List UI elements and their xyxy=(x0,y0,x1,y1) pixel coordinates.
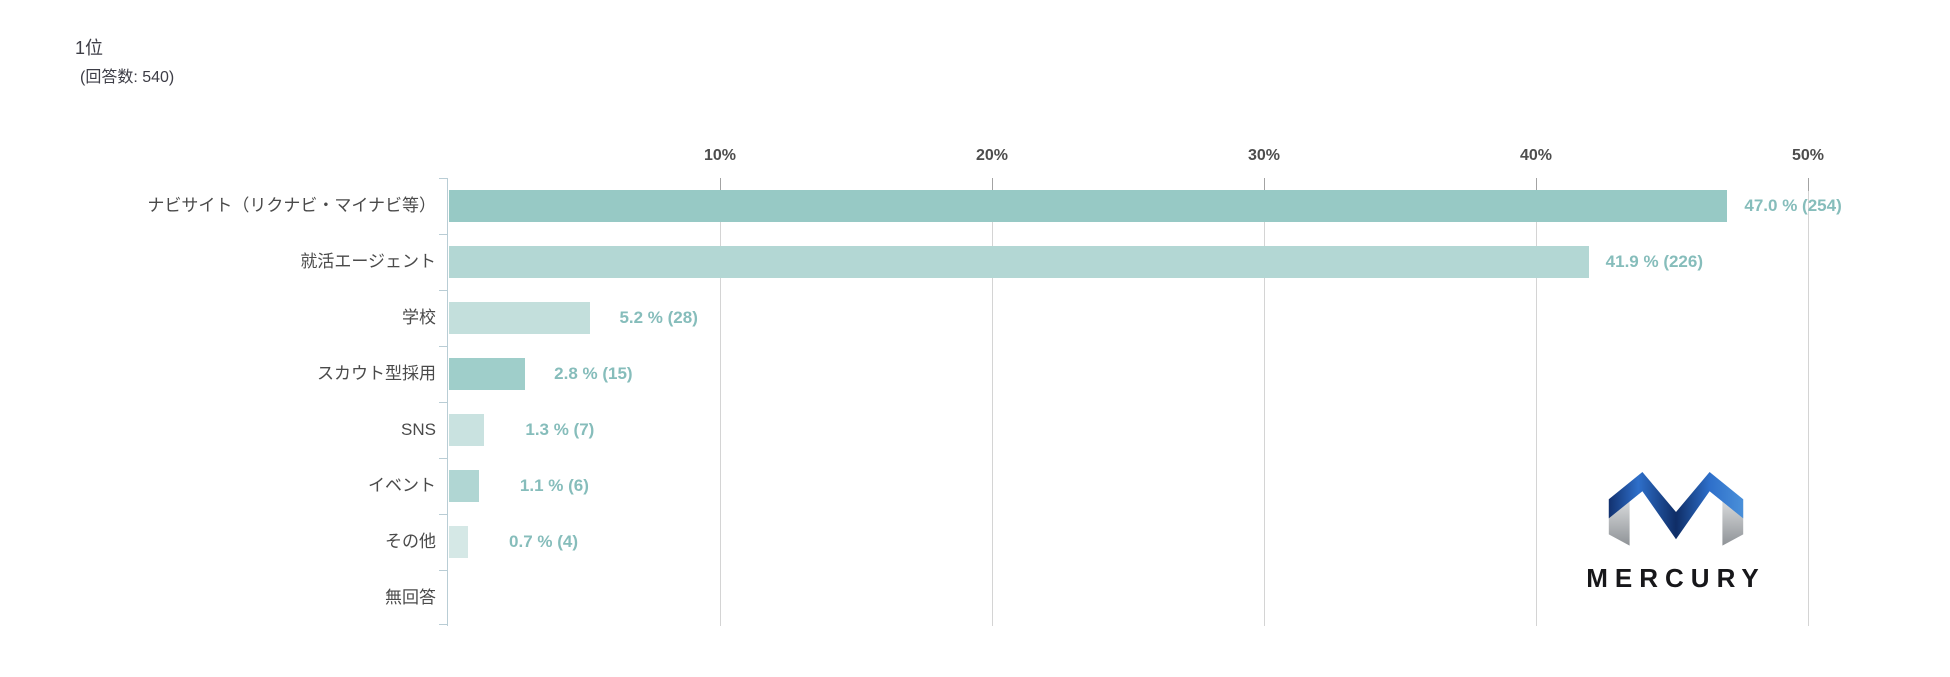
value-label: 1.3 % (7) xyxy=(525,420,595,439)
value-label: 5.2 % (28) xyxy=(619,308,698,327)
y-axis-tick xyxy=(439,624,448,625)
category-label: ナビサイト（リクナビ・マイナビ等） xyxy=(147,196,436,215)
x-axis-tick xyxy=(719,178,721,191)
x-axis-tick xyxy=(1263,178,1265,191)
bar xyxy=(449,526,469,558)
y-axis-line xyxy=(447,178,448,626)
gridline xyxy=(991,178,993,626)
gridline xyxy=(1535,178,1537,626)
bar xyxy=(449,246,1589,278)
y-axis-tick xyxy=(439,346,448,347)
gridline xyxy=(1807,178,1809,626)
x-axis-tick-label: 10% xyxy=(703,147,737,164)
x-axis-tick-label: 30% xyxy=(1247,147,1281,164)
bar xyxy=(449,414,485,446)
gridline xyxy=(719,178,721,626)
category-label: 学校 xyxy=(402,308,436,327)
y-axis-tick xyxy=(439,178,448,179)
chart-subtitle: (回答数: 540) xyxy=(80,69,175,86)
y-axis-tick xyxy=(439,290,448,291)
value-label: 47.0 % (254) xyxy=(1744,196,1842,215)
bar xyxy=(449,190,1728,222)
value-label: 1.1 % (6) xyxy=(519,476,589,495)
mercury-logo-text: MERCURY xyxy=(1586,563,1766,593)
x-axis-tick-label: 20% xyxy=(975,147,1009,164)
x-axis-tick-label: 40% xyxy=(1519,147,1553,164)
y-axis-tick xyxy=(439,514,448,515)
x-axis-tick xyxy=(991,178,993,191)
category-label: その他 xyxy=(385,532,436,551)
value-label: 2.8 % (15) xyxy=(554,364,633,383)
category-label: イベント xyxy=(368,476,436,495)
mercury-logo: MERCURY xyxy=(1572,456,1780,594)
y-axis-tick xyxy=(439,402,448,403)
category-label: SNS xyxy=(401,420,436,439)
x-axis-tick-label: 50% xyxy=(1791,147,1825,164)
y-axis-tick xyxy=(439,570,448,571)
bar xyxy=(449,470,479,502)
mercury-m-icon xyxy=(1608,472,1744,546)
y-axis-tick xyxy=(439,458,448,459)
x-axis-tick xyxy=(1535,178,1537,191)
gridline xyxy=(1263,178,1265,626)
y-axis-tick xyxy=(439,234,448,235)
category-label: 無回答 xyxy=(385,588,436,607)
bar xyxy=(449,358,526,390)
bar xyxy=(449,302,591,334)
value-label: 0.7 % (4) xyxy=(509,532,579,551)
category-label: 就活エージェント xyxy=(300,252,436,271)
category-label: スカウト型採用 xyxy=(317,364,436,383)
value-label: 41.9 % (226) xyxy=(1605,252,1704,271)
x-axis-tick xyxy=(1807,178,1809,191)
chart-title: 1位 xyxy=(75,38,104,58)
